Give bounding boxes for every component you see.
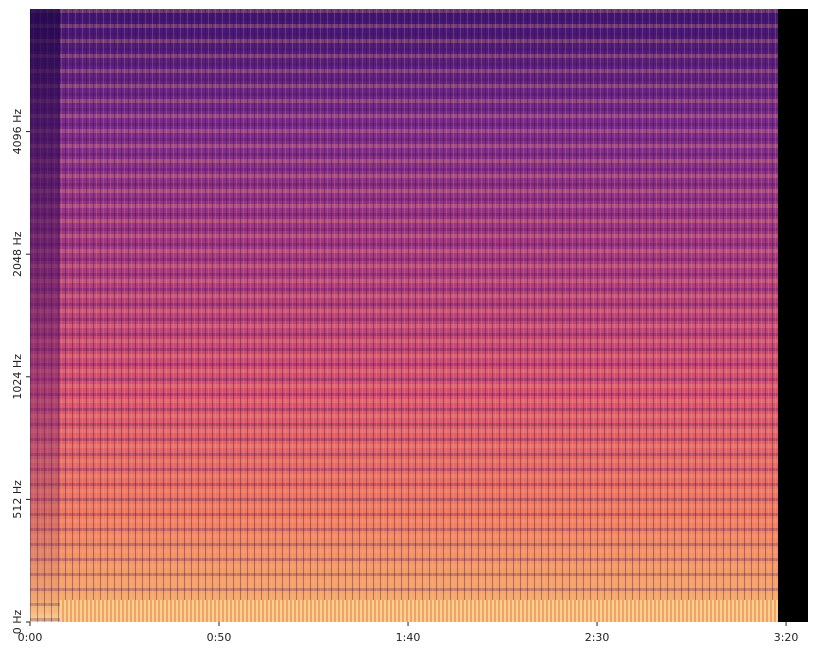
y-tick-label: 4096 Hz	[11, 109, 24, 155]
y-tick-label: 512 Hz	[11, 480, 24, 519]
x-tick-label: 2:30	[585, 631, 610, 644]
y-tick-label: 1024 Hz	[11, 354, 24, 400]
x-tick-label: 0:50	[207, 631, 232, 644]
y-tick-label: 0 Hz	[11, 610, 24, 635]
x-tick-label: 1:40	[396, 631, 421, 644]
x-tick-label: 0:00	[18, 631, 43, 644]
x-tick-label: 3:20	[774, 631, 799, 644]
y-tick-label: 2048 Hz	[11, 231, 24, 277]
spectrogram-image	[30, 9, 808, 622]
